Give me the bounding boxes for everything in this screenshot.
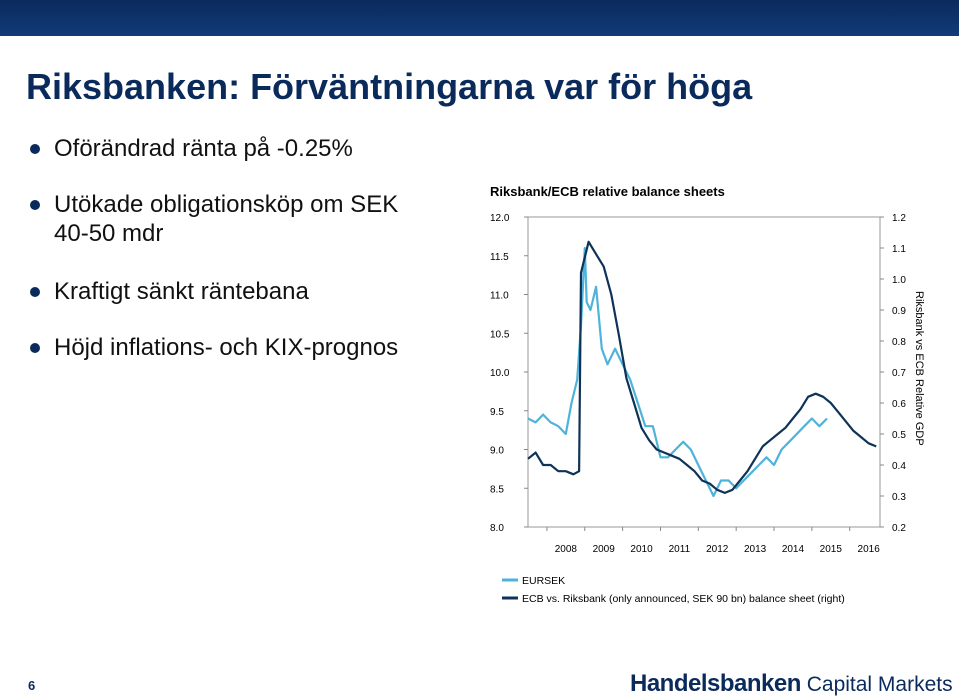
bullet-list: Oförändrad ränta på -0.25% Utökade oblig…	[26, 134, 426, 362]
y-left-tick-label: 9.0	[490, 446, 504, 457]
x-tick-label: 2008	[555, 544, 578, 555]
chart-title: Riksbank/ECB relative balance sheets	[490, 184, 725, 199]
logo-light-text: Capital Markets	[800, 673, 953, 696]
y-right-tick-label: 0.9	[892, 306, 906, 317]
header-bar	[0, 0, 959, 36]
y-left-tick-label: 11.5	[490, 252, 509, 263]
bullet-item: Oförändrad ränta på -0.25%	[26, 134, 426, 163]
y-left-tick-label: 8.5	[490, 484, 504, 495]
y-left-tick-label: 11.0	[490, 291, 509, 302]
y-left-tick-label: 9.5	[490, 407, 504, 418]
y-right-tick-label: 1.2	[892, 213, 906, 224]
legend-label: EURSEK	[522, 575, 565, 587]
y-left-tick-label: 8.0	[490, 523, 504, 534]
y-right-tick-label: 0.4	[892, 461, 906, 472]
x-tick-label: 2014	[782, 544, 805, 555]
x-tick-label: 2015	[820, 544, 843, 555]
y-right-tick-label: 0.8	[892, 337, 906, 348]
bullet-item: Utökade obligationsköp om SEK 40-50 mdr	[26, 190, 426, 248]
y-right-tick-label: 0.5	[892, 430, 906, 441]
y-right-tick-label: 1.1	[892, 244, 906, 255]
series-line-ecb-vs-riksbank	[527, 240, 877, 494]
x-tick-label: 2009	[593, 544, 616, 555]
y-left-tick-label: 12.0	[490, 213, 510, 224]
y-right-tick-label: 0.2	[892, 523, 906, 534]
x-tick-label: 2013	[744, 544, 767, 555]
bullet-item: Kraftigt sänkt räntebana	[26, 277, 426, 306]
logo-bold-text: Handelsbanken	[630, 670, 801, 697]
x-tick-label: 2016	[858, 544, 881, 555]
bullet-item: Höjd inflations- och KIX-prognos	[26, 333, 426, 362]
x-tick-label: 2011	[669, 544, 691, 555]
legend-label: ECB vs. Riksbank (only announced, SEK 90…	[522, 593, 845, 605]
chart-legend: EURSEK ECB vs. Riksbank (only announced, …	[502, 575, 845, 605]
page-number: 6	[28, 678, 36, 693]
y-right-axis-label: Riksbank vs ECB Relative GDP	[913, 291, 925, 446]
x-tick-label: 2010	[630, 544, 653, 555]
chart-axes: 8.0 8.5 9.0 9.5 10.0 10.5 11.0 11.5 12.0 0.2 0.3 0.…	[490, 213, 925, 555]
y-left-tick-label: 10.5	[490, 329, 510, 340]
y-right-tick-label: 0.3	[892, 492, 906, 503]
chart-series	[527, 240, 877, 498]
company-logo: Handelsbanken Capital Markets	[630, 670, 953, 698]
series-line-eursek	[527, 246, 828, 498]
y-left-tick-label: 10.0	[490, 368, 510, 379]
balance-sheet-chart: Riksbank/ECB relative balance sheets 8.0…	[490, 184, 925, 605]
x-tick-label: 2012	[706, 544, 729, 555]
slide-title: Riksbanken: Förväntningarna var för höga	[26, 66, 753, 107]
y-right-tick-label: 1.0	[892, 275, 906, 286]
y-right-tick-label: 0.7	[892, 368, 906, 379]
y-right-tick-label: 0.6	[892, 399, 906, 410]
